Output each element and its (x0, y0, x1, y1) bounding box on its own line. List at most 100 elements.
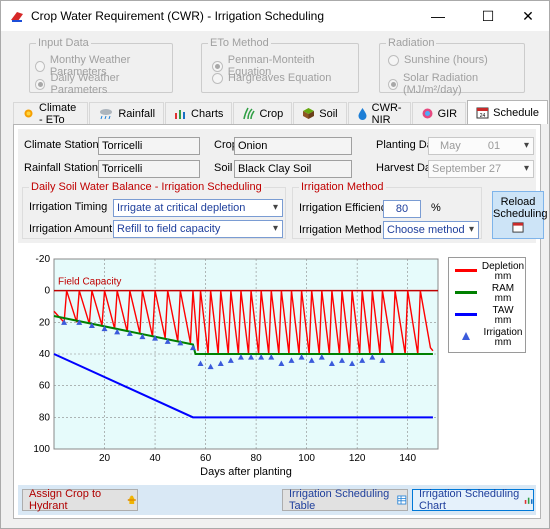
radio-circle (35, 60, 45, 72)
input-data-title: Input Data (36, 37, 91, 49)
tab-label: Soil (319, 107, 338, 120)
radio-circle (212, 72, 223, 84)
radio-label: Hargreaves Equation (228, 72, 332, 84)
series-line-depletion (53, 290, 434, 355)
soil-label: Soil (214, 162, 233, 174)
irrigation-marker (189, 344, 196, 351)
y-tick-label: 80 (39, 412, 51, 423)
tab-climate-eto[interactable]: Climate - ETo (13, 101, 89, 126)
chevron-down-icon: ▾ (272, 202, 278, 213)
irrigation-marker (101, 325, 108, 332)
radio-label: Solar Radiation (MJ/m²/day) (402, 72, 479, 96)
chart-svg: -20 0 20 40 60 80 100 20 40 60 80 100 120 140 Days aft… (33, 254, 439, 478)
settings-area: Climate Station Torricelli Rainfall Stat… (18, 129, 547, 243)
radio-label: Penman-Monteith Equation (227, 54, 315, 78)
irrigation-efficiency-input[interactable]: 80 (383, 200, 421, 218)
bottom-bar: Assign Crop to Hydrant Irrigation Schedu… (18, 485, 536, 515)
radio-circle (212, 60, 223, 72)
cloud-rain-icon (98, 107, 114, 120)
irrigation-amount-select[interactable]: Refill to field capacity ▾ (113, 220, 283, 238)
efficiency-unit: % (431, 202, 441, 214)
y-tick-label: 100 (33, 444, 50, 455)
tab-label: Rainfall (118, 107, 156, 120)
irrigation-marker (278, 360, 285, 366)
legend-irrigation: Irrigation mm (453, 328, 525, 348)
irrigation-method-select[interactable]: Choose method ▾ (383, 221, 479, 239)
tab-label: Schedule (493, 106, 539, 119)
tab-cwr-nir[interactable]: CWR-NIR (347, 101, 411, 126)
irrigation-marker (114, 328, 121, 335)
radio-sunshine[interactable]: Sunshine (hours) (388, 54, 488, 66)
planting-day: 01 (487, 140, 501, 152)
radio-label: Daily Weather Parameters (50, 72, 120, 96)
radio-circle (35, 78, 46, 90)
radio-daily-weather[interactable]: Daily Weather Parameters (35, 72, 172, 96)
reload-line1: Reload (500, 196, 536, 208)
legend-taw: TAW mm (453, 306, 525, 326)
plant-icon (242, 107, 256, 120)
y-tick-label: -20 (36, 254, 51, 265)
bar-chart-icon (174, 107, 187, 120)
maximize-button[interactable]: ☐ (481, 7, 495, 24)
sprinkler-icon (421, 107, 434, 120)
assign-crop-button[interactable]: Assign Crop to Hydrant (22, 488, 138, 512)
x-tick-label: 40 (149, 453, 161, 464)
x-tick-label: 20 (99, 453, 111, 464)
irrigation-method-label: Irrigation Method (299, 224, 382, 236)
irrigation-marker (237, 354, 244, 360)
irrigation-marker (328, 360, 335, 366)
chart-legend: Depletion mm RAM mm TAW mm Irrigation mm (448, 257, 526, 353)
planting-date-label: Planting Date (376, 139, 443, 151)
eto-method-title: ETo Method (208, 37, 271, 49)
tab-soil[interactable]: Soil (293, 102, 347, 124)
scheduling-chart-label: Irrigation Scheduling Chart (419, 488, 520, 512)
chevron-down-icon: ▾ (468, 224, 474, 235)
sun-icon (22, 107, 35, 120)
reload-line2: Scheduling (493, 208, 548, 220)
radio-monthly-weather[interactable]: Monthy Weather Parameters (35, 54, 172, 78)
irrigation-timing-select[interactable]: Irrigate at critical depletion ▾ (113, 199, 283, 217)
app-icon (11, 12, 23, 22)
reload-scheduling-button[interactable]: Reload Scheduling (492, 191, 548, 239)
legend-label: TAW mm (492, 305, 514, 326)
close-button[interactable]: ✕ (522, 7, 534, 24)
planting-month: May (440, 140, 461, 152)
irrigation-marker (61, 319, 68, 325)
radio-solar-radiation[interactable]: Solar Radiation (MJ/m²/day) (388, 72, 524, 96)
x-tick-label: 100 (298, 453, 315, 464)
irrigation-marker (308, 357, 315, 363)
y-tick-label: 60 (39, 381, 51, 392)
irrigation-marker (318, 354, 325, 360)
tab-charts[interactable]: Charts (165, 102, 233, 124)
scheduling-chart-button[interactable]: Irrigation Scheduling Chart (412, 488, 534, 512)
scheduling-table-label: Irrigation Scheduling Table (289, 488, 390, 512)
tab-label: CWR-NIR (371, 101, 402, 126)
climate-station-label: Climate Station (24, 139, 99, 151)
assign-crop-label: Assign Crop to Hydrant (29, 488, 102, 512)
chevron-down-icon: ▾ (523, 140, 529, 151)
minimize-button[interactable]: — (431, 8, 445, 24)
tab-crop[interactable]: Crop (233, 102, 293, 124)
scheduling-table-button[interactable]: Irrigation Scheduling Table (282, 488, 408, 512)
irrigation-marker (197, 360, 204, 366)
y-tick-label: 40 (39, 349, 51, 360)
radio-hargreaves[interactable]: Hargreaves Equation (212, 72, 331, 84)
calendar-icon (512, 222, 524, 233)
chevron-down-icon: ▾ (272, 223, 278, 234)
radio-penman-monteith[interactable]: Penman-Monteith Equation (212, 54, 358, 78)
tab-gir[interactable]: GIR (411, 102, 467, 124)
irrigation-marker (339, 357, 345, 363)
x-axis-label: Days after planting (200, 466, 292, 478)
soil-cube-icon (302, 107, 315, 120)
legend-marker-icon (462, 332, 470, 340)
tab-schedule[interactable]: 24 Schedule (467, 100, 548, 124)
balance-title: Daily Soil Water Balance - Irrigation Sc… (29, 181, 264, 193)
harvest-date-value: September 27 (432, 163, 502, 175)
svg-text:24: 24 (480, 113, 486, 119)
tab-label: Climate - ETo (39, 101, 77, 126)
tab-rainfall[interactable]: Rainfall (89, 102, 165, 124)
irrigation-marker (126, 330, 133, 336)
planting-date-picker[interactable]: May 01 ▾ (428, 137, 534, 155)
legend-label: Irrigation mm (483, 327, 523, 348)
